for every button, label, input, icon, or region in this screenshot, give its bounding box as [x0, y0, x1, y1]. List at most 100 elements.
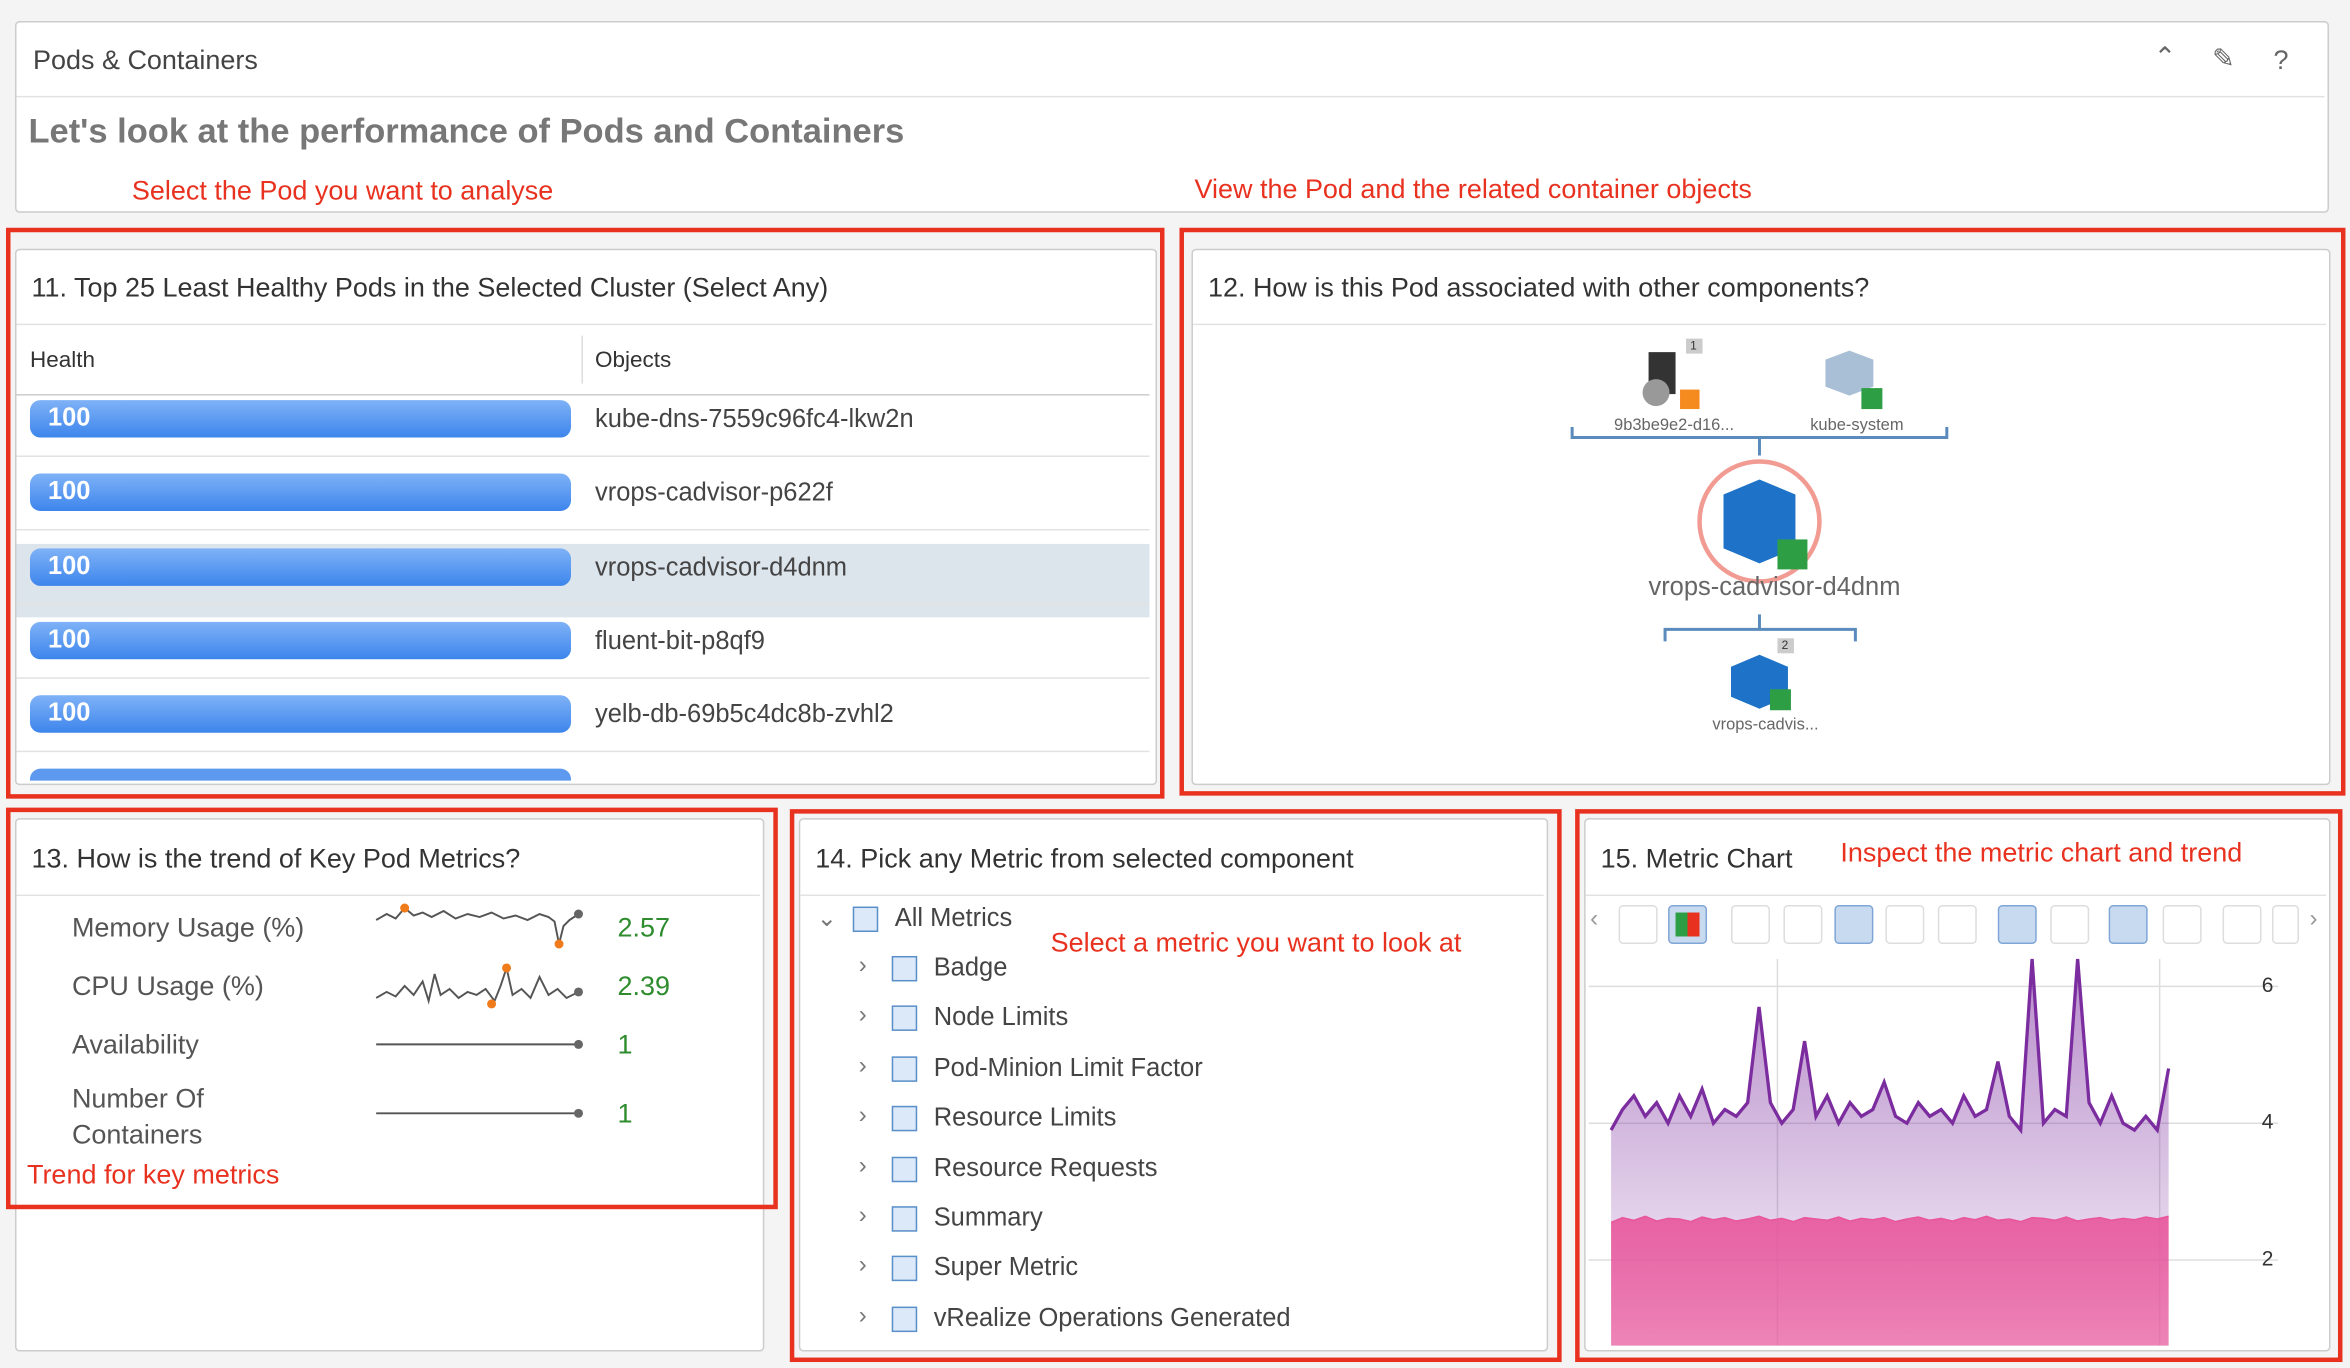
- y-tick-label: 4: [2262, 1111, 2274, 1134]
- status-badge: [1680, 389, 1700, 410]
- help-button[interactable]: ?: [2273, 44, 2289, 75]
- health-value: 100: [47, 550, 91, 580]
- tree-icon: [891, 1106, 918, 1132]
- y-tick-label: 2: [2262, 1248, 2274, 1271]
- dashboard-title: Pods & Containers: [32, 44, 258, 75]
- toolbar-button[interactable]: [1997, 905, 2037, 944]
- series-area: [1611, 1216, 2169, 1346]
- health-bar[interactable]: 100: [29, 400, 572, 438]
- collapse-chevron[interactable]: ⌄: [816, 906, 837, 933]
- expand-chevron[interactable]: ›: [858, 952, 867, 979]
- metric-value: 2.57: [617, 912, 670, 943]
- metric-name: Number Of Containers: [71, 1083, 204, 1150]
- divider: [16, 394, 1150, 396]
- expand-chevron[interactable]: ›: [858, 1103, 867, 1129]
- tree-item[interactable]: Super Metric: [933, 1253, 1079, 1282]
- collapse-button[interactable]: ⌃: [2153, 41, 2177, 72]
- metric-name: CPU Usage (%): [71, 970, 264, 1001]
- edit-button[interactable]: ✎: [2212, 43, 2235, 74]
- namespace-icon[interactable]: [1825, 350, 1874, 396]
- series-line: [1609, 958, 2171, 1135]
- metric-value: 1: [617, 1098, 633, 1129]
- scroll-left[interactable]: ‹: [1590, 906, 1599, 933]
- tree-item[interactable]: Resource Requests: [933, 1153, 1158, 1182]
- widget-title: 11. Top 25 Least Healthy Pods in the Sel…: [31, 272, 829, 303]
- object-name[interactable]: vrops-cadvisor-d4dnm: [594, 552, 848, 581]
- column-header[interactable]: Health: [29, 347, 95, 374]
- health-value: 100: [47, 403, 91, 432]
- tree-item[interactable]: Badge: [933, 952, 1008, 982]
- expand-chevron[interactable]: ›: [858, 1253, 867, 1279]
- expand-chevron[interactable]: ›: [858, 1153, 867, 1179]
- sparkline-marker: [554, 939, 564, 949]
- toolbar-button[interactable]: [1834, 905, 1874, 944]
- health-bar[interactable]: 100: [29, 547, 572, 586]
- toolbar-button[interactable]: [1937, 905, 1977, 944]
- highlight-box: [5, 227, 1165, 799]
- object-name[interactable]: vrops-cadvisor-p622f: [594, 478, 833, 507]
- toolbar-button[interactable]: [2050, 905, 2090, 944]
- tree-icon: [891, 1206, 918, 1232]
- toolbar-button[interactable]: [2162, 905, 2202, 944]
- tree-item[interactable]: Node Limits: [933, 1003, 1069, 1032]
- row-divider: [16, 455, 1150, 458]
- row-divider: [16, 677, 1150, 679]
- column-header[interactable]: Objects: [594, 347, 672, 374]
- connector: [1570, 427, 1949, 642]
- node-label: vrops-cadvisor-d4dnm: [1648, 573, 1900, 601]
- tree-root[interactable]: All Metrics: [894, 903, 1013, 933]
- sparkline-marker: [574, 1108, 583, 1118]
- toolbar-button[interactable]: [1730, 905, 1770, 944]
- annotation: Select the Pod you want to analyse: [131, 175, 554, 206]
- health-bar[interactable]: 100: [29, 621, 572, 660]
- node-label: kube-system: [1810, 416, 1903, 434]
- scroll-right[interactable]: ›: [2309, 906, 2318, 933]
- tree-icon: [891, 1006, 918, 1032]
- expand-chevron[interactable]: ›: [858, 1203, 867, 1229]
- count-badge: [1777, 638, 1794, 654]
- tree-item[interactable]: Resource Limits: [933, 1103, 1117, 1132]
- annotation: Trend for key metrics: [26, 1159, 280, 1190]
- health-bar[interactable]: 100: [29, 695, 572, 733]
- metric-name: Availability: [71, 1029, 199, 1060]
- sparkline-marker: [400, 903, 410, 913]
- object-name[interactable]: kube-dns-7559c96fc4-lkw2n: [594, 404, 914, 434]
- object-name[interactable]: yelb-db-69b5c4dc8b-zvhl2: [594, 700, 894, 729]
- toolbar-button[interactable]: [1618, 905, 1658, 944]
- highlight-box: [1575, 809, 2343, 1363]
- expand-chevron[interactable]: ›: [858, 1053, 867, 1079]
- toolbar-button[interactable]: [1783, 905, 1823, 944]
- row-divider: [16, 529, 1150, 531]
- divider: [16, 894, 760, 897]
- toolbar-button[interactable]: [2272, 905, 2300, 944]
- divider: [1192, 323, 2326, 326]
- health-value: 100: [47, 476, 91, 506]
- expand-chevron[interactable]: ›: [858, 1003, 867, 1029]
- sparkline-marker: [574, 1039, 583, 1049]
- tree-item[interactable]: Summary: [933, 1203, 1043, 1232]
- health-bar[interactable]: 100: [29, 473, 572, 512]
- object-name[interactable]: fluent-bit-p8qf9: [594, 626, 765, 655]
- toolbar-button[interactable]: [1885, 905, 1925, 944]
- y-tick-label: 6: [2262, 974, 2274, 997]
- tree-item[interactable]: Pod-Minion Limit Factor: [933, 1053, 1203, 1082]
- header-panel: [14, 20, 2329, 213]
- widget-title: 13. How is the trend of Key Pod Metrics?: [31, 843, 521, 874]
- tree-item[interactable]: vRealize Operations Generated: [933, 1303, 1291, 1332]
- health-value: 100: [47, 698, 91, 728]
- divider: [16, 323, 1153, 326]
- sparklines: [375, 903, 583, 1118]
- toolbar-button[interactable]: [2222, 905, 2262, 944]
- status-badge: [1861, 388, 1883, 410]
- sparkline-marker: [487, 999, 497, 1009]
- highlight-box: [789, 809, 1562, 1363]
- status-badge: [1769, 689, 1791, 711]
- expand-chevron[interactable]: ›: [858, 1303, 867, 1329]
- row-divider: [16, 603, 1150, 605]
- toolbar-button[interactable]: [1668, 905, 1708, 944]
- metric-value: 2.39: [617, 970, 670, 1001]
- tree-icon: [891, 1306, 918, 1332]
- toolbar-button[interactable]: [2108, 905, 2148, 944]
